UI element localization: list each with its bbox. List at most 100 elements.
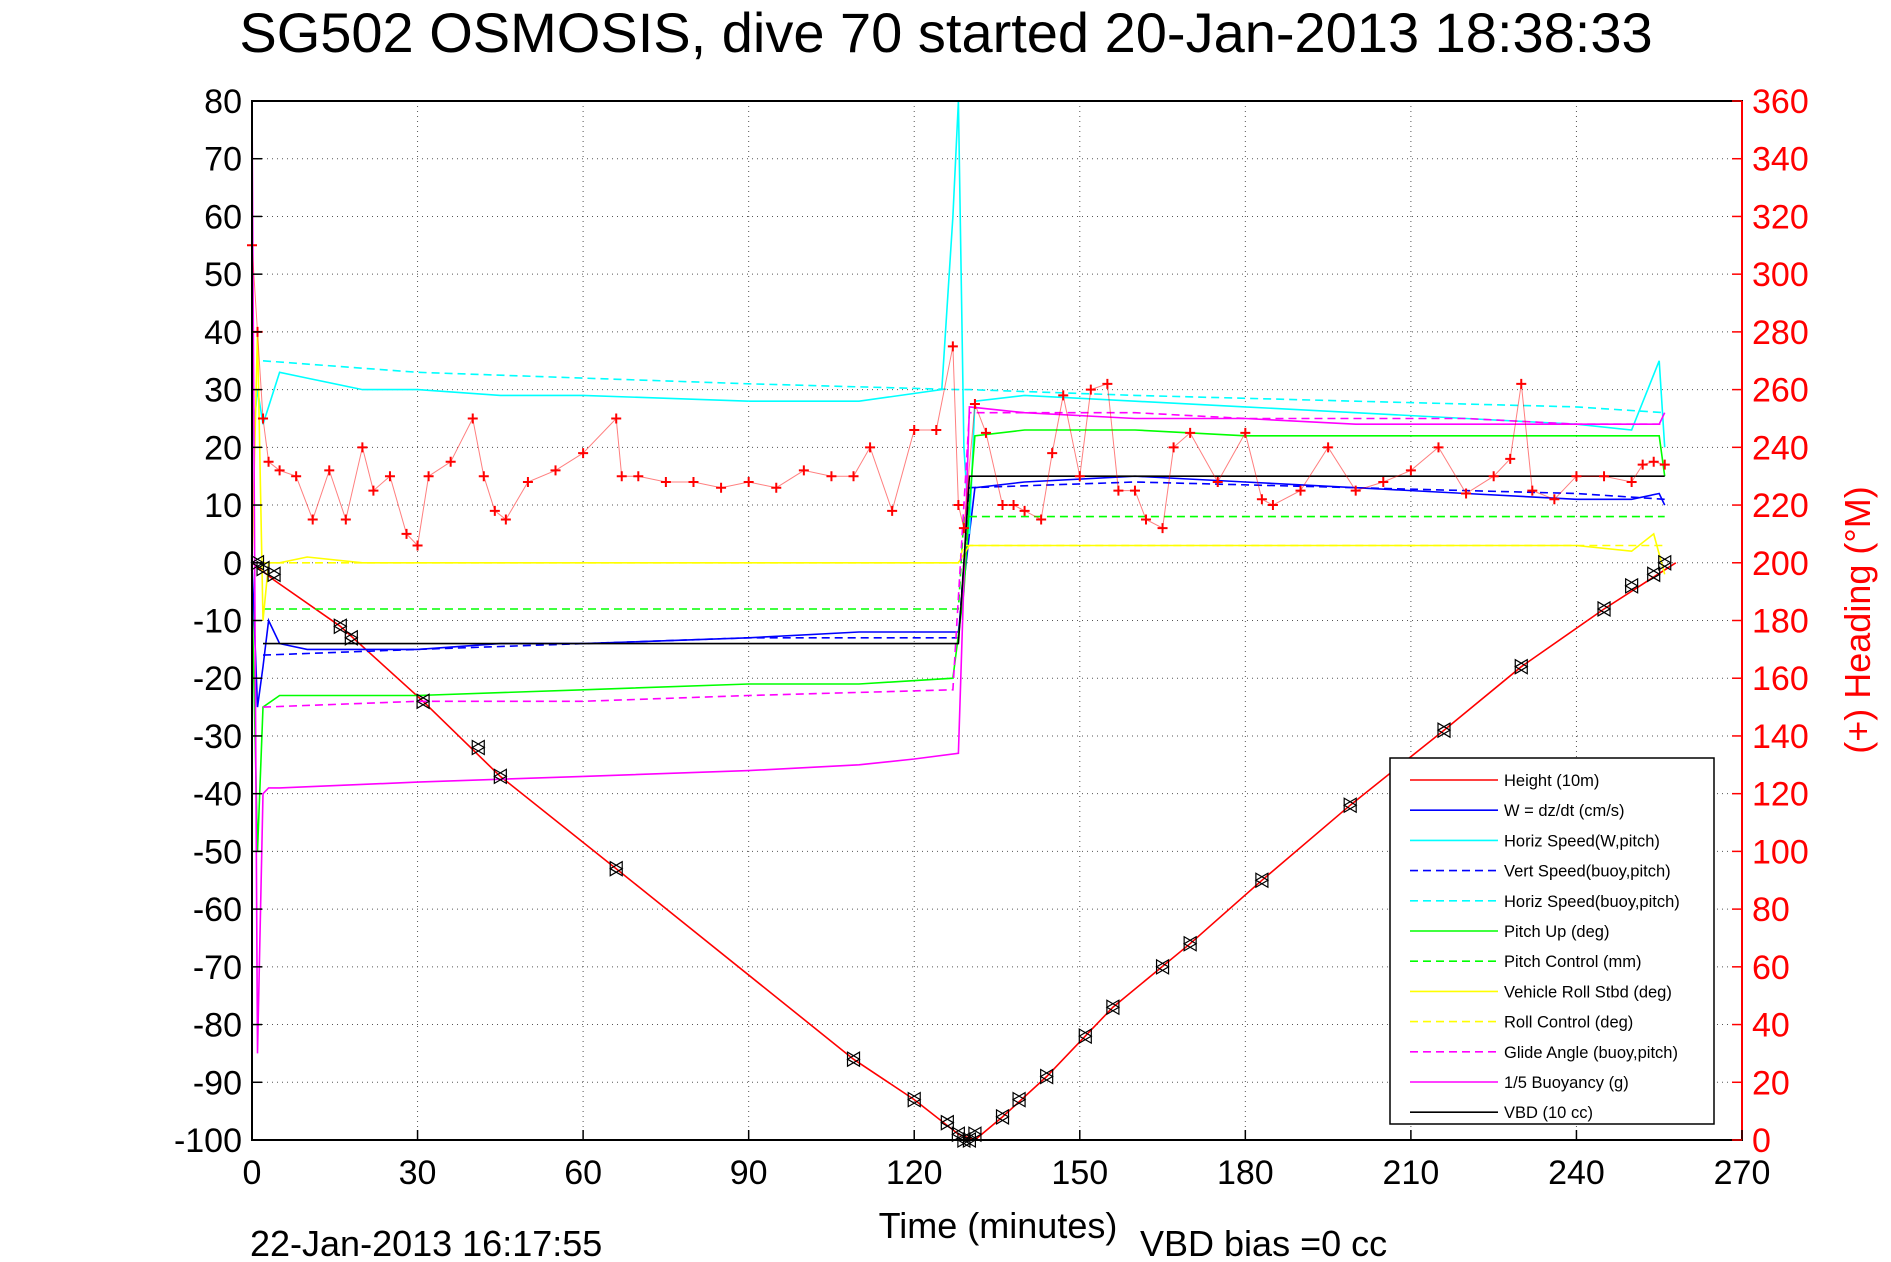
height-marker [1039,1068,1054,1085]
legend-label: Roll Control (deg) [1504,1014,1633,1032]
y-tick-label: 80 [204,83,242,121]
y2-tick-label: 80 [1752,891,1790,929]
y2-tick-label: 300 [1752,256,1809,294]
x-tick-label: 90 [730,1154,768,1192]
y-tick-label: 70 [204,141,242,179]
legend-label: Vehicle Roll Stbd (deg) [1504,983,1672,1001]
y2-axis-label: (+) Heading (°M) [1837,486,1878,753]
height-marker [1182,935,1198,952]
chart-title: SG502 OSMOSIS, dive 70 started 20-Jan-20… [239,1,1652,64]
y-tick-label: -30 [193,718,242,756]
series-line-2 [251,100,1666,534]
legend-label: Horiz Speed(buoy,pitch) [1504,893,1680,911]
y2-tick-label: 20 [1752,1064,1790,1102]
legend-label: Pitch Control (mm) [1504,953,1642,971]
legend-label: Horiz Speed(W,pitch) [1504,832,1660,850]
y2-axis-ticks: 0 20 40 60 80 100 120 140 160 180 200 220 240 260 280 3… [1732,83,1809,1160]
y2-tick-label: 0 [1752,1122,1771,1160]
y-tick-label: 60 [204,198,242,236]
y-tick-label: 10 [204,487,242,525]
x-tick-label: 180 [1217,1154,1274,1192]
height-marker [1105,999,1121,1016]
height-marker [415,693,431,710]
height-marker [1155,958,1170,975]
height-marker [1624,577,1639,594]
y-tick-label: -20 [193,660,242,698]
y2-tick-label: 340 [1752,141,1809,179]
height-marker [333,618,348,635]
x-tick-label: 30 [399,1154,437,1192]
y2-tick-label: 40 [1752,1007,1790,1045]
legend-label: Pitch Up (deg) [1504,923,1609,941]
y2-tick-label: 160 [1752,660,1809,698]
y2-tick-label: 120 [1752,776,1809,814]
height-marker [1342,797,1358,814]
footer-vbd-bias: VBD bias =0 cc [1140,1223,1387,1262]
y2-tick-label: 260 [1752,372,1809,410]
y-tick-label: 0 [223,545,242,583]
y2-tick-label: 220 [1752,487,1809,525]
legend-label: Vert Speed(buoy,pitch) [1504,863,1671,881]
x-axis-ticks: 0 30 60 90 120 150 180 210 240 270 [243,1130,1770,1192]
height-marker [493,768,508,785]
legend: Height (10m) W = dz/dt (cm/s) Horiz Speed(… [1389,757,1715,1125]
y-tick-label: 20 [204,429,242,467]
y-tick-label: 50 [204,256,242,294]
height-marker [1657,554,1672,571]
height-marker [1514,658,1529,675]
y-tick-label: -90 [193,1064,242,1102]
y-tick-label: -40 [193,776,242,814]
legend-label: 1/5 Buoyancy (g) [1504,1074,1629,1092]
height-marker [1436,722,1452,739]
height-marker [344,629,359,646]
height-marker [471,739,486,756]
height-marker [995,1108,1010,1125]
height-marker [940,1114,955,1131]
height-marker [609,860,624,877]
x-tick-label: 60 [564,1154,602,1192]
series-line-6 [263,515,1665,610]
y-tick-label: -80 [193,1007,242,1045]
height-marker [907,1091,922,1108]
footer-timestamp: 22-Jan-2013 16:17:55 [250,1223,602,1262]
x-tick-label: 240 [1548,1154,1605,1192]
height-marker [1078,1028,1093,1045]
y-tick-label: 40 [204,314,242,352]
y-tick-label: 30 [204,372,242,410]
x-tick-label: 150 [1051,1154,1108,1192]
y2-tick-label: 60 [1752,949,1790,987]
y2-tick-label: 280 [1752,314,1809,352]
series-line-10 [251,100,1666,1054]
y-tick-label: -60 [193,891,242,929]
x-tick-label: 0 [243,1154,262,1192]
series-line-11 [263,475,1665,645]
series-line-0 [251,562,1677,1141]
series-line-5 [251,429,1666,852]
x-tick-label: 210 [1383,1154,1440,1192]
height-marker [1254,872,1270,889]
y-tick-label: -50 [193,833,242,871]
height-marker [846,1051,861,1068]
y2-tick-label: 140 [1752,718,1809,756]
y2-tick-label: 320 [1752,198,1809,236]
x-tick-label: 120 [886,1154,943,1192]
heading-point [1659,459,1670,470]
height-marker [1646,566,1661,583]
y2-tick-label: 200 [1752,545,1809,583]
heading-trace [251,245,1665,547]
y-tick-label: -10 [193,603,242,641]
plot-area [247,100,1677,1149]
y2-tick-label: 360 [1752,83,1809,121]
y2-tick-label: 180 [1752,603,1809,641]
legend-box [1389,757,1715,1125]
legend-label: VBD (10 cc) [1504,1104,1593,1122]
y2-tick-label: 240 [1752,429,1809,467]
legend-label: Glide Angle (buoy,pitch) [1504,1044,1678,1062]
series-line-4 [262,360,1665,414]
height-marker [967,1126,983,1143]
y-tick-label: -100 [174,1122,242,1160]
height-marker [266,566,282,583]
legend-label: Height (10m) [1504,772,1599,790]
legend-label: W = dz/dt (cm/s) [1504,802,1625,820]
